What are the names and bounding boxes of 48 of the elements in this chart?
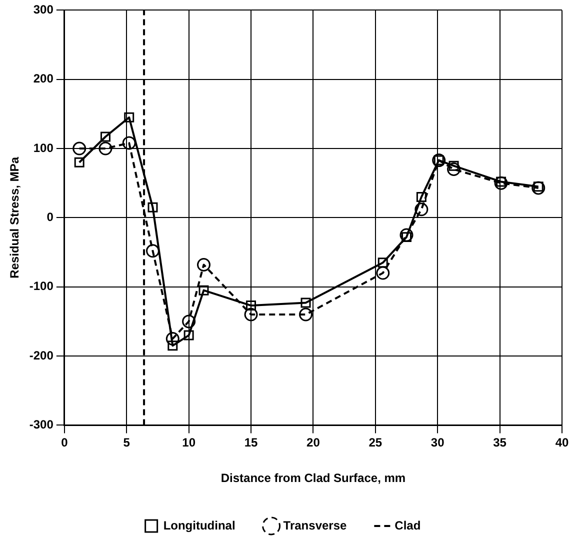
x-axis-title: Distance from Clad Surface, mm [220,471,406,486]
point [182,314,196,328]
point [414,202,428,216]
point [298,308,312,322]
point [246,300,256,311]
y-tick-label: -200 [29,348,54,362]
point [400,228,414,242]
x-tick-label: 0 [61,436,68,450]
point [196,258,210,272]
y-tick-label: -100 [29,279,54,294]
y-tick-label: -300 [29,418,54,432]
point [448,160,459,171]
legend-label: Transverse [283,518,348,532]
point [72,142,86,156]
point [494,176,508,190]
point [74,157,84,168]
y-tick-label: 0 [46,210,54,224]
point [98,142,112,156]
point [376,266,390,280]
x-tick-label: 40 [555,436,569,450]
point [532,181,546,195]
point [447,162,461,176]
point [124,112,134,122]
x-tick-label: 35 [493,436,507,450]
point [378,258,388,268]
point [168,340,178,351]
x-tick-label: 10 [182,436,196,450]
y-tick-label: 100 [33,140,54,155]
point [198,285,209,296]
x-tick-label: 15 [244,436,258,450]
legend-label: Longitudinal [163,518,236,532]
y-tick-label: 200 [33,72,54,86]
legend-label: Clad [394,518,421,532]
point [166,332,180,346]
x-tick-label: 30 [430,436,445,450]
point [244,308,258,322]
point [416,192,426,202]
point [146,244,160,258]
point [148,202,158,212]
point [300,298,311,308]
point [122,136,136,150]
y-tick-label: 300 [33,2,54,17]
y-axis-title: Residual Stress, MPa [8,156,22,278]
x-tick-label: 5 [123,436,130,450]
x-tick-label: 25 [368,436,382,450]
point [184,330,194,340]
point [100,132,110,142]
x-tick-label: 20 [306,436,320,450]
